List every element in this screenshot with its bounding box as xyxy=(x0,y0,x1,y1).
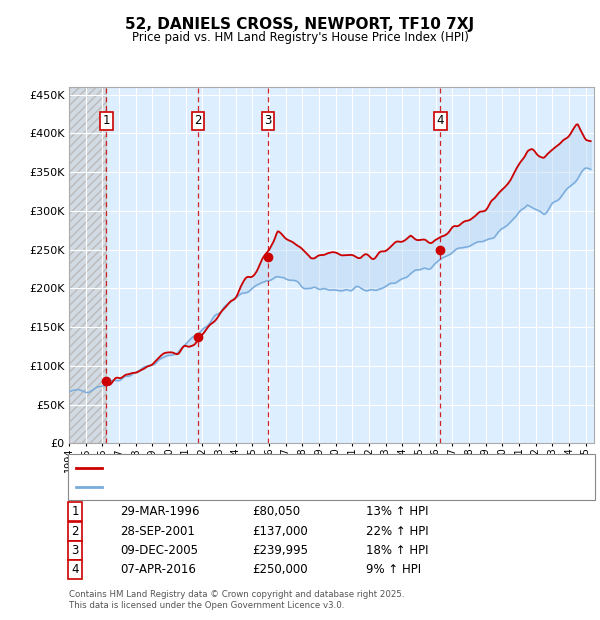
Text: 2: 2 xyxy=(71,525,79,538)
Text: 3: 3 xyxy=(71,544,79,557)
Text: 07-APR-2016: 07-APR-2016 xyxy=(120,564,196,576)
Text: HPI: Average price, detached house, Telford and Wrekin: HPI: Average price, detached house, Telf… xyxy=(106,482,396,492)
Text: £239,995: £239,995 xyxy=(252,544,308,557)
Text: 4: 4 xyxy=(436,114,444,127)
Text: £80,050: £80,050 xyxy=(252,505,300,518)
Text: 22% ↑ HPI: 22% ↑ HPI xyxy=(366,525,428,538)
Text: 52, DANIELS CROSS, NEWPORT, TF10 7XJ (detached house): 52, DANIELS CROSS, NEWPORT, TF10 7XJ (de… xyxy=(106,463,415,473)
Text: 29-MAR-1996: 29-MAR-1996 xyxy=(120,505,199,518)
Text: 4: 4 xyxy=(71,564,79,576)
Text: 3: 3 xyxy=(264,114,272,127)
Text: 1: 1 xyxy=(103,114,110,127)
Text: 1: 1 xyxy=(71,505,79,518)
Text: 18% ↑ HPI: 18% ↑ HPI xyxy=(366,544,428,557)
Bar xyxy=(69,87,106,443)
Text: 28-SEP-2001: 28-SEP-2001 xyxy=(120,525,195,538)
Text: 9% ↑ HPI: 9% ↑ HPI xyxy=(366,564,421,576)
Text: Price paid vs. HM Land Registry's House Price Index (HPI): Price paid vs. HM Land Registry's House … xyxy=(131,31,469,44)
Text: £137,000: £137,000 xyxy=(252,525,308,538)
Text: 52, DANIELS CROSS, NEWPORT, TF10 7XJ: 52, DANIELS CROSS, NEWPORT, TF10 7XJ xyxy=(125,17,475,32)
Text: £250,000: £250,000 xyxy=(252,564,308,576)
Text: 2: 2 xyxy=(194,114,202,127)
Text: 13% ↑ HPI: 13% ↑ HPI xyxy=(366,505,428,518)
Text: 09-DEC-2005: 09-DEC-2005 xyxy=(120,544,198,557)
Text: Contains HM Land Registry data © Crown copyright and database right 2025.
This d: Contains HM Land Registry data © Crown c… xyxy=(69,590,404,609)
Bar xyxy=(69,87,106,443)
